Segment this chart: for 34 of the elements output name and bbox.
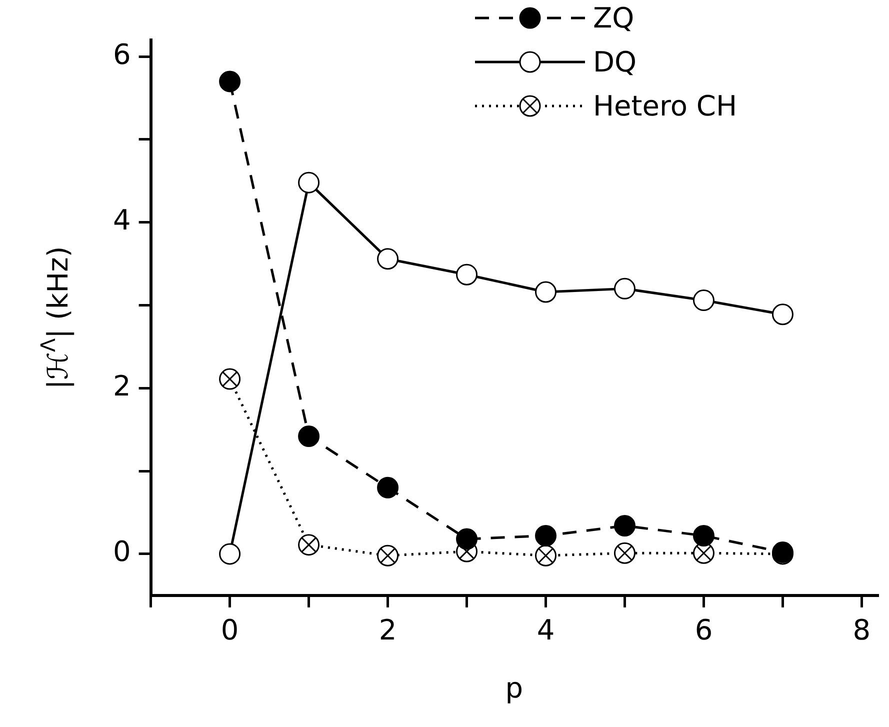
y-tick-label: 6 bbox=[112, 38, 131, 71]
x-tick-label: 8 bbox=[852, 613, 871, 646]
point bbox=[772, 304, 794, 326]
x-tick-label: 6 bbox=[694, 613, 713, 646]
point bbox=[535, 281, 557, 303]
y-tick-label: 4 bbox=[112, 204, 131, 237]
x-axis-title: p bbox=[505, 671, 524, 704]
point bbox=[456, 264, 478, 286]
point bbox=[298, 172, 320, 194]
point bbox=[219, 70, 241, 92]
point bbox=[692, 524, 714, 546]
legend-label: DQ bbox=[593, 45, 637, 78]
x-tick-label: 2 bbox=[378, 613, 397, 646]
point bbox=[219, 368, 241, 390]
point bbox=[219, 543, 241, 565]
point bbox=[377, 544, 399, 566]
y-tick-label: 0 bbox=[112, 535, 131, 568]
point bbox=[535, 524, 557, 546]
x-tick-label: 0 bbox=[220, 613, 239, 646]
point bbox=[456, 528, 478, 550]
point bbox=[614, 515, 636, 537]
point bbox=[614, 542, 636, 564]
point bbox=[614, 278, 636, 300]
point bbox=[298, 425, 320, 447]
point bbox=[377, 248, 399, 270]
x-tick-label: 4 bbox=[536, 613, 555, 646]
legend-label: ZQ bbox=[593, 1, 634, 34]
y-tick-label: 2 bbox=[112, 369, 131, 402]
y-axis-title: |ℋΛ| (kHz) bbox=[36, 246, 74, 390]
point bbox=[535, 544, 557, 566]
legend-label: Hetero CH bbox=[593, 89, 738, 122]
point bbox=[377, 476, 399, 498]
point bbox=[692, 290, 714, 312]
point bbox=[298, 534, 320, 556]
